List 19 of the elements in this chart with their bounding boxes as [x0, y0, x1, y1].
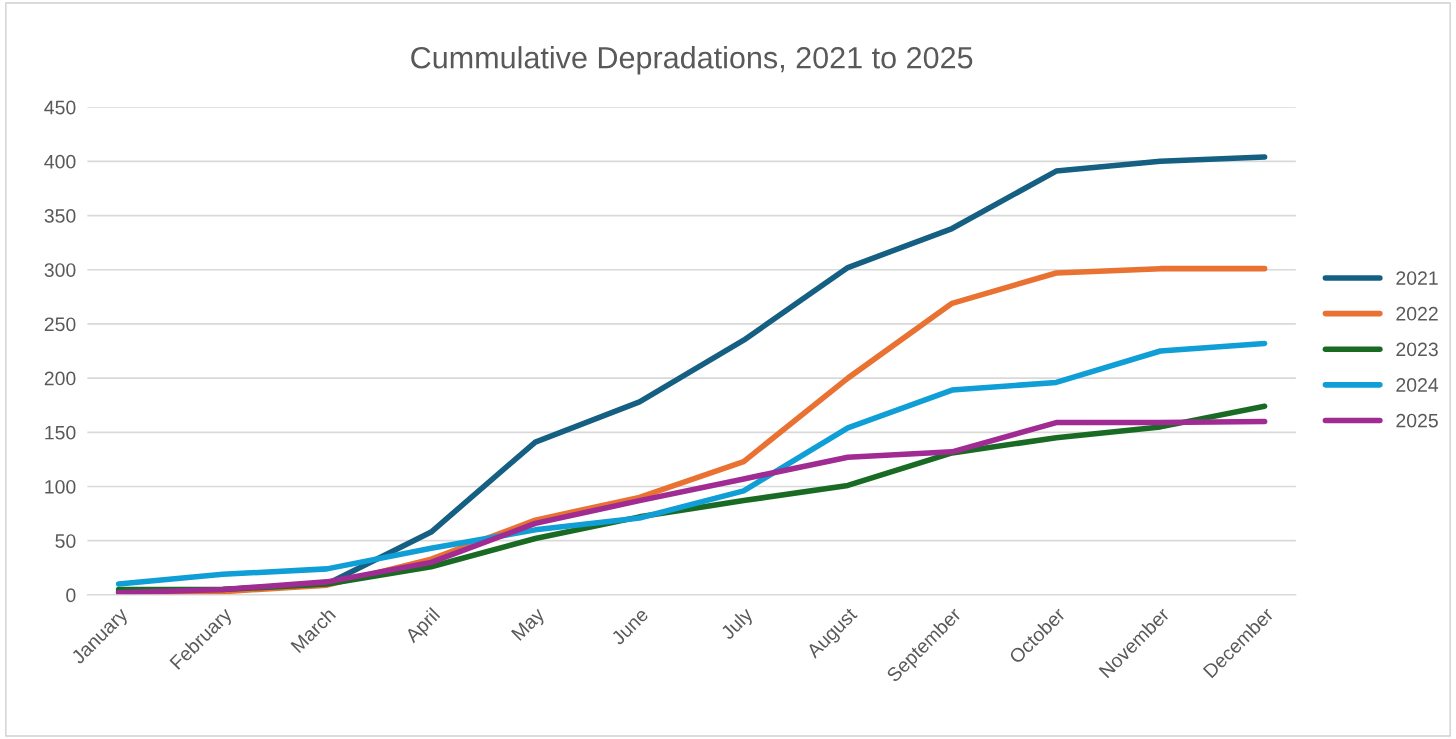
y-tick-label: 100 [45, 479, 76, 494]
y-tick-label: 200 [44, 371, 76, 386]
y-tick-label: 0 [66, 588, 76, 603]
y-tick-label: 400 [44, 154, 76, 169]
legend-label: 2023 [1396, 342, 1438, 357]
y-tick-label: 50 [55, 534, 76, 548]
legend-label: 2021 [1396, 271, 1438, 285]
legend-label: 2022 [1396, 306, 1438, 321]
x-tick-label: May [510, 606, 549, 644]
legend-label: 2024 [1396, 378, 1439, 392]
legend-label: 2025 [1396, 413, 1438, 428]
y-tick-label: 450 [44, 100, 76, 115]
y-tick-label: 150 [45, 425, 76, 440]
y-tick-label: 250 [44, 317, 76, 332]
y-tick-label: 350 [44, 209, 76, 223]
chart-title: Cummulative Depradations, 2021 to 2025 [411, 46, 973, 75]
x-tick-label: June [610, 607, 649, 646]
y-tick-label: 300 [44, 263, 76, 277]
x-tick-label: July [719, 606, 757, 644]
